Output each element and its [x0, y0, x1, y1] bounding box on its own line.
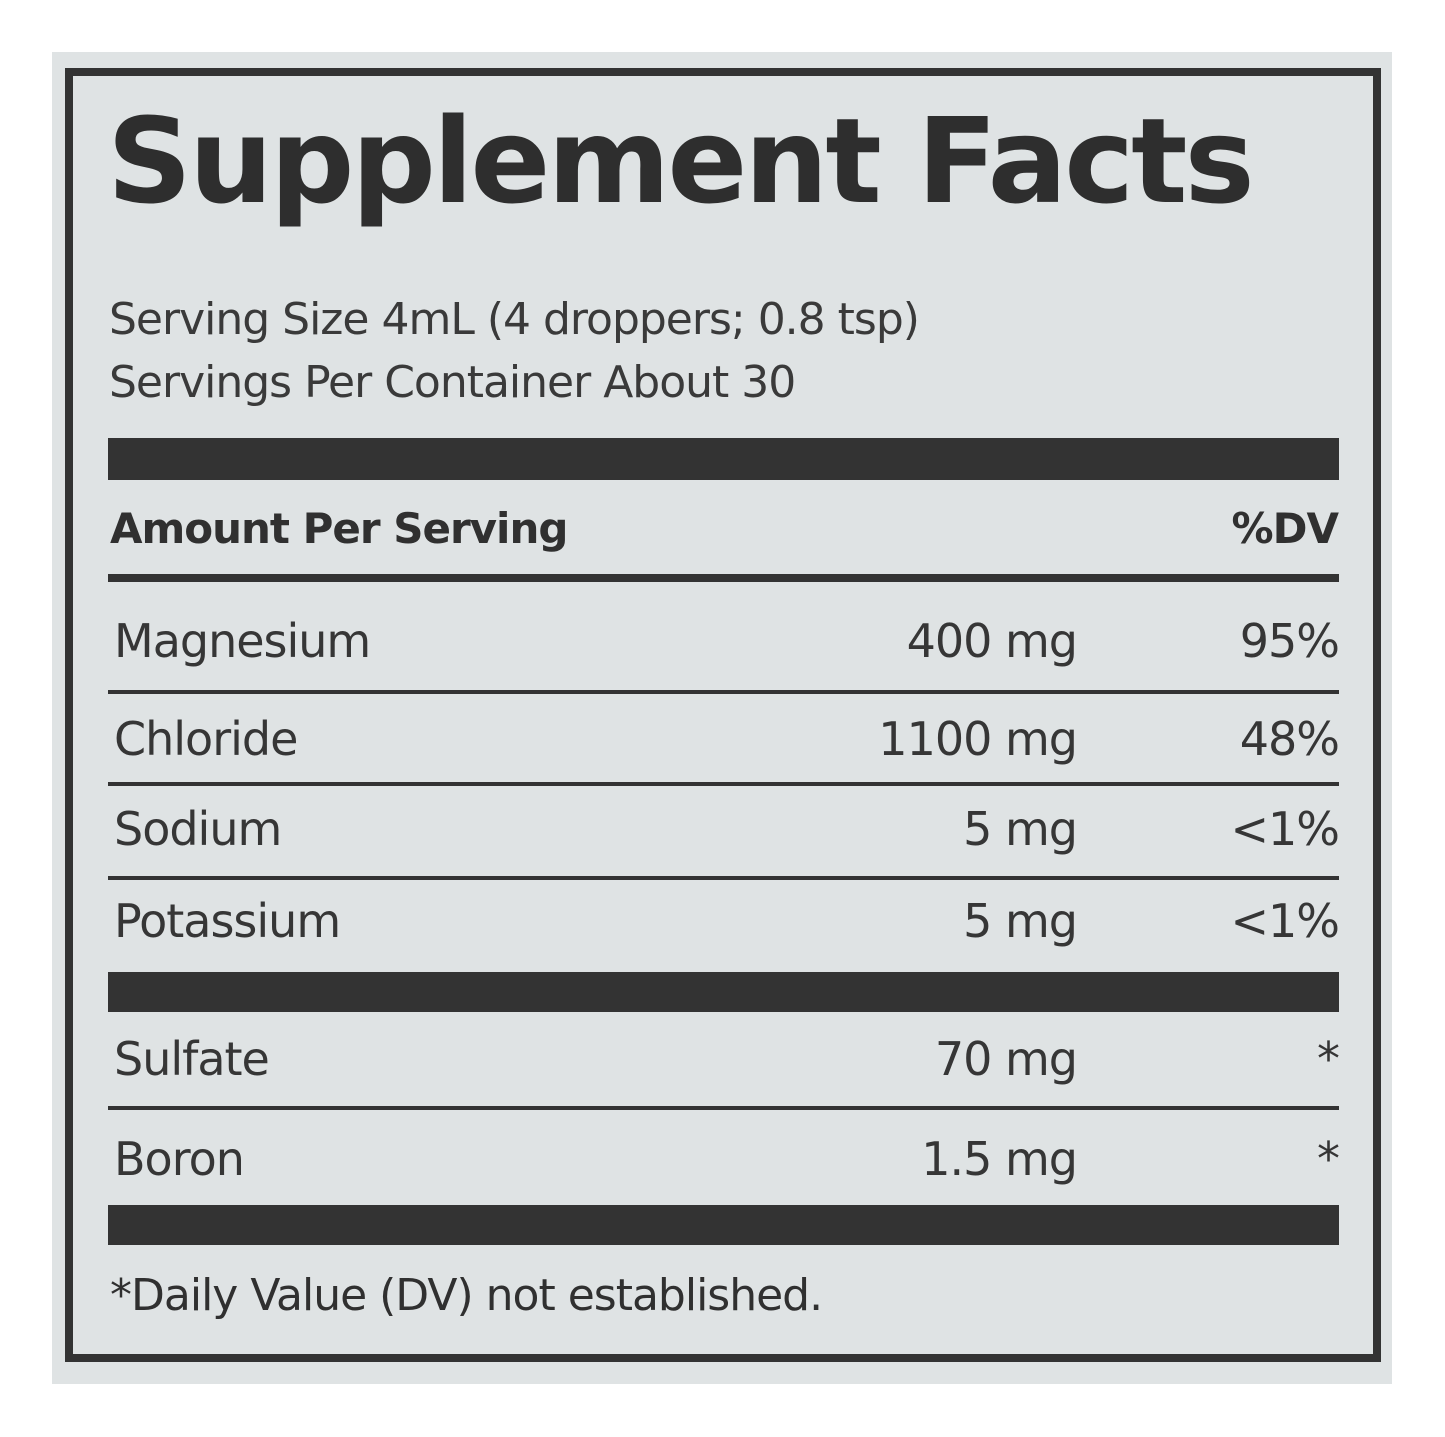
dv-header: %DV	[1231, 504, 1339, 553]
footnote: *Daily Value (DV) not established.	[110, 1270, 823, 1321]
nutrient-row: Potassium 5 mg <1%	[114, 894, 1340, 948]
nutrient-row: Boron 1.5 mg *	[114, 1132, 1340, 1186]
nutrient-row: Sodium 5 mg <1%	[114, 802, 1340, 856]
nutrient-row: Sulfate 70 mg *	[114, 1032, 1340, 1086]
amount-per-serving-header: Amount Per Serving	[110, 504, 568, 553]
thick-divider	[108, 1205, 1339, 1245]
supplement-facts-label: Supplement Facts Serving Size 4mL (4 dro…	[52, 52, 1392, 1384]
divider	[108, 690, 1339, 694]
divider	[108, 876, 1339, 880]
servings-per-container: Servings Per Container About 30	[109, 357, 796, 408]
label-border	[65, 68, 1381, 1362]
divider	[108, 782, 1339, 786]
nutrient-row: Chloride 1100 mg 48%	[114, 712, 1340, 766]
divider	[108, 574, 1339, 582]
serving-size: Serving Size 4mL (4 droppers; 0.8 tsp)	[109, 294, 920, 345]
divider	[108, 1106, 1339, 1110]
nutrient-row: Magnesium 400 mg 95%	[114, 614, 1340, 668]
label-title: Supplement Facts	[107, 92, 1255, 230]
thick-divider	[108, 438, 1339, 480]
thick-divider	[108, 972, 1339, 1012]
